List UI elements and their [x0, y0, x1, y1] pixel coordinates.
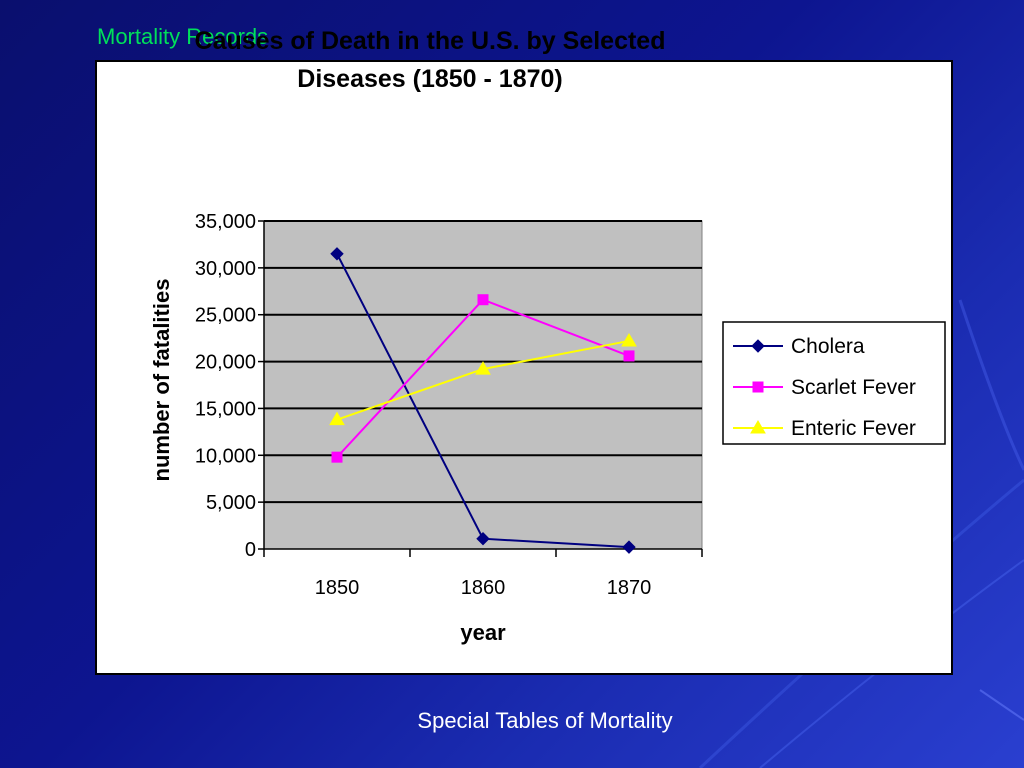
slide-title: Mortality Records: [97, 24, 269, 49]
chart-title-line-2: Diseases (1850 - 1870): [297, 65, 563, 93]
data-point-scarlet-fever: [623, 350, 635, 362]
y-tick-label: 30,000: [195, 258, 256, 280]
y-tick-label: 10,000: [195, 445, 256, 467]
data-point-scarlet-fever: [331, 451, 343, 463]
x-tick-label: 1870: [607, 577, 652, 599]
y-tick-label: 15,000: [195, 398, 256, 420]
data-point-enteric-fever: [621, 332, 637, 347]
data-point-enteric-fever: [475, 361, 491, 375]
legend-marker-enteric-fever: [750, 420, 766, 434]
legend-label-cholera: Cholera: [791, 335, 865, 358]
legend-label-scarlet-fever: Scarlet Fever: [791, 376, 916, 399]
y-tick-label: 35,000: [195, 211, 256, 233]
legend-marker-scarlet-fever: [752, 381, 764, 393]
x-axis-label: year: [460, 620, 506, 645]
data-point-cholera: [476, 531, 490, 546]
legend-marker-cholera: [751, 339, 765, 353]
x-tick-label: 1850: [315, 577, 360, 599]
chart-title: Causes of Death in the U.S. by Selected …: [0, 22, 860, 98]
data-point-cholera: [622, 540, 636, 554]
data-point-scarlet-fever: [477, 294, 489, 306]
y-tick-label: 5,000: [206, 492, 256, 514]
chart-title-line-1: Causes of Death in the U.S. by Selected: [194, 27, 666, 55]
y-tick-label: 0: [245, 539, 256, 561]
legend-label-enteric-fever: Enteric Fever: [791, 417, 916, 440]
y-tick-label: 25,000: [195, 305, 256, 327]
slide-footer: Special Tables of Mortality: [417, 708, 673, 733]
data-point-cholera: [330, 247, 344, 261]
data-point-enteric-fever: [329, 411, 345, 426]
y-tick-label: 20,000: [195, 352, 256, 374]
x-tick-label: 1860: [461, 577, 506, 599]
plot-area: [263, 220, 703, 550]
